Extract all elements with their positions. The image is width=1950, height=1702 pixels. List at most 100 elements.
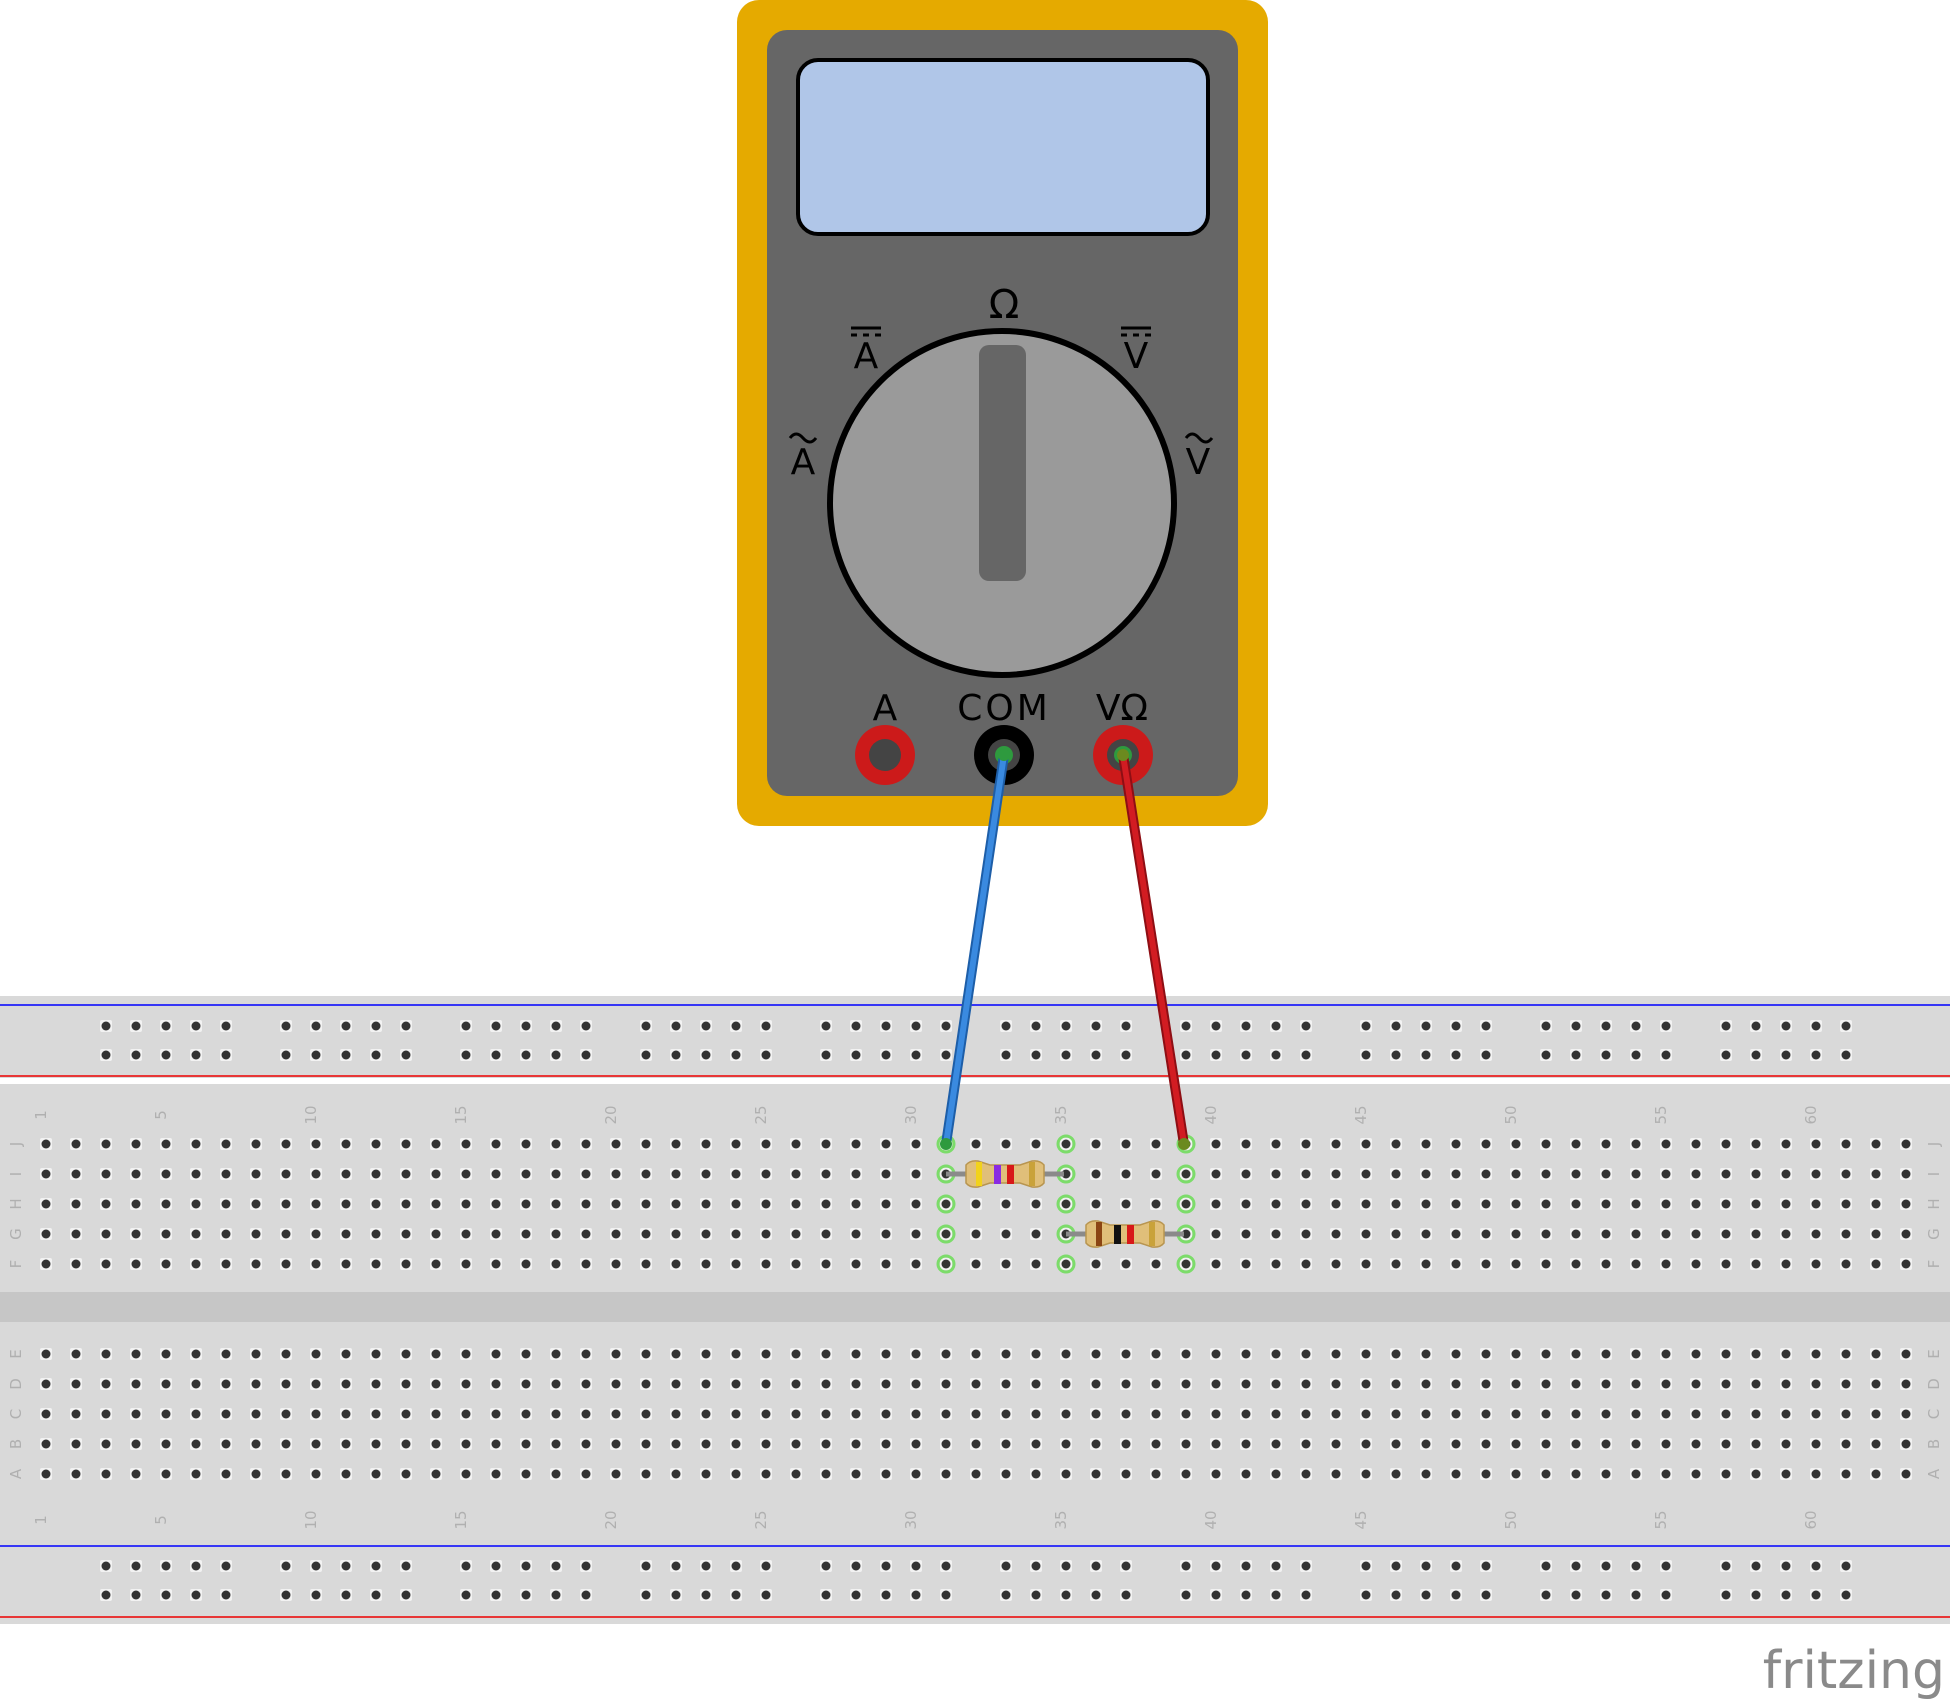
hole-center (401, 1050, 411, 1060)
row-letter: H (7, 1198, 25, 1209)
hole-center (671, 1469, 681, 1479)
hole-center (821, 1590, 831, 1600)
column-number: 1 (32, 1110, 50, 1120)
hole-center (521, 1379, 531, 1389)
hole-center (1691, 1439, 1701, 1449)
hole-center (1271, 1469, 1281, 1479)
hole-center (821, 1379, 831, 1389)
hole-center (401, 1259, 411, 1269)
hole-center (641, 1590, 651, 1600)
hole-center (1421, 1229, 1431, 1239)
hole-center (1391, 1050, 1401, 1060)
hole-center (521, 1590, 531, 1600)
hole-center (881, 1021, 891, 1031)
hole-center (1361, 1169, 1371, 1179)
hole-center (1001, 1469, 1011, 1479)
hole-center (401, 1409, 411, 1419)
hole-center (1361, 1409, 1371, 1419)
hole-center (221, 1590, 231, 1600)
hole-center (671, 1439, 681, 1449)
hole-center (1001, 1050, 1011, 1060)
hole-center (1121, 1021, 1131, 1031)
hole-center (1271, 1439, 1281, 1449)
hole-center (1211, 1379, 1221, 1389)
resistor-1[interactable] (946, 1160, 1064, 1188)
hole-center (1361, 1229, 1371, 1239)
hole-center (191, 1139, 201, 1149)
hole-center (1361, 1021, 1371, 1031)
row-letter: A (1925, 1468, 1943, 1479)
hole-center (821, 1439, 831, 1449)
svg-text:A: A (854, 336, 879, 377)
hole-center (1511, 1199, 1521, 1209)
hole-center (1751, 1259, 1761, 1269)
jack-amps[interactable] (855, 725, 915, 785)
hole-center (491, 1169, 501, 1179)
hole-center (311, 1229, 321, 1239)
hole-center (761, 1439, 771, 1449)
hole-center (521, 1050, 531, 1060)
jack-label-com: COM (957, 688, 1051, 729)
hole-center (1271, 1139, 1281, 1149)
hole-center (881, 1409, 891, 1419)
hole-center (431, 1379, 441, 1389)
hole-center (1811, 1139, 1821, 1149)
hole-center (1541, 1169, 1551, 1179)
jack-volt-ohm[interactable] (1093, 725, 1153, 785)
hole-center (401, 1169, 411, 1179)
hole-center (461, 1050, 471, 1060)
hole-center (131, 1229, 141, 1239)
hole-center (581, 1469, 591, 1479)
column-number: 50 (1502, 1105, 1520, 1124)
column-number: 10 (302, 1510, 320, 1529)
hole-center (611, 1409, 621, 1419)
hole-center (281, 1349, 291, 1359)
connected-hole-highlight (1056, 1254, 1076, 1274)
hole-center (371, 1259, 381, 1269)
hole-center (1331, 1259, 1341, 1269)
hole-center (251, 1229, 261, 1239)
hole-center (371, 1229, 381, 1239)
hole-center (1061, 1199, 1071, 1209)
row-letter: I (7, 1172, 25, 1176)
com-wire[interactable] (940, 749, 1010, 1150)
hole-center (641, 1050, 651, 1060)
connected-hole-highlight (936, 1194, 956, 1214)
hole-center (851, 1259, 861, 1269)
hole-center (911, 1379, 921, 1389)
hole-center (821, 1169, 831, 1179)
hole-center (101, 1469, 111, 1479)
resistor-2[interactable] (1066, 1220, 1184, 1248)
hole-center (1901, 1469, 1911, 1479)
hole-center (1421, 1439, 1431, 1449)
hole-center (641, 1169, 651, 1179)
hole-center (1091, 1379, 1101, 1389)
hole-center (1301, 1021, 1311, 1031)
hole-center (281, 1590, 291, 1600)
svg-text:V: V (1186, 442, 1211, 483)
hole-center (821, 1021, 831, 1031)
hole-center (1001, 1229, 1011, 1239)
hole-center (611, 1439, 621, 1449)
hole-center (1451, 1409, 1461, 1419)
hole-center (1091, 1021, 1101, 1031)
hole-center (1211, 1199, 1221, 1209)
hole-center (431, 1259, 441, 1269)
vohm-wire[interactable] (1117, 749, 1190, 1150)
hole-center (371, 1139, 381, 1149)
hole-center (1691, 1229, 1701, 1239)
hole-center (671, 1561, 681, 1571)
hole-center (1601, 1439, 1611, 1449)
hole-center (1391, 1229, 1401, 1239)
hole-center (581, 1169, 591, 1179)
hole-center (971, 1409, 981, 1419)
hole-center (731, 1409, 741, 1419)
hole-center (1181, 1590, 1191, 1600)
hole-center (1481, 1561, 1491, 1571)
hole-center (761, 1229, 771, 1239)
hole-center (101, 1409, 111, 1419)
hole-center (1571, 1050, 1581, 1060)
hole-center (941, 1349, 951, 1359)
hole-center (1751, 1199, 1761, 1209)
hole-center (1031, 1050, 1041, 1060)
